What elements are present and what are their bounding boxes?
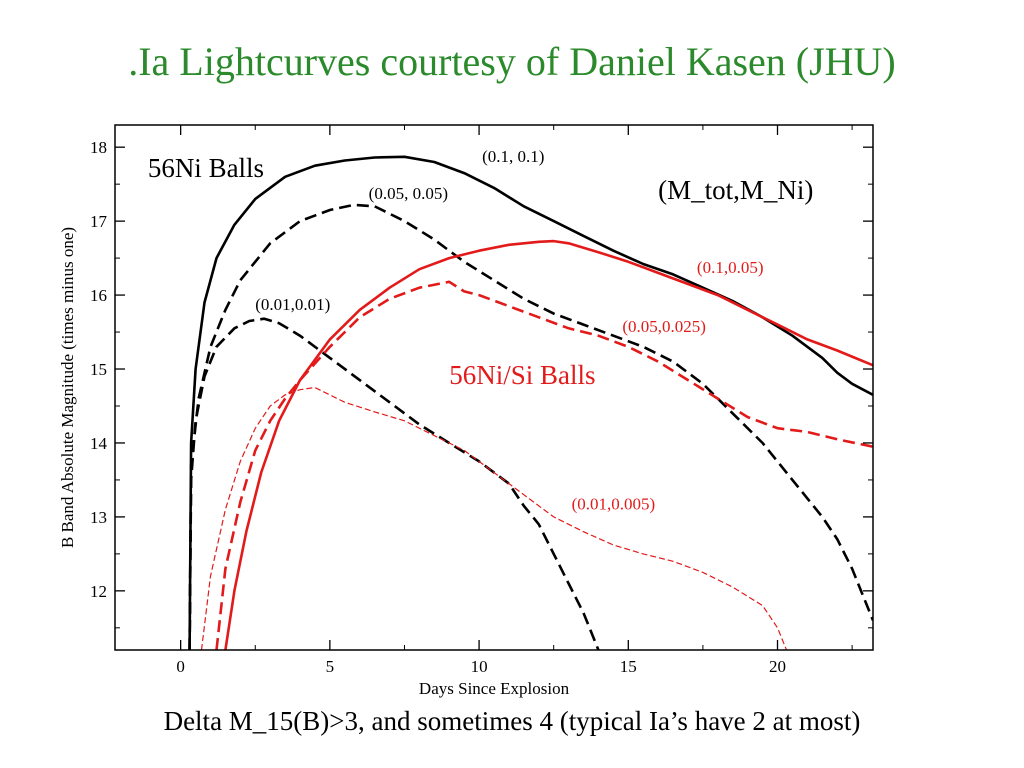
x-axis-label: Days Since Explosion <box>419 679 570 698</box>
annotation-layer: 56Ni Balls (M_tot,M_Ni) 56Ni/Si Balls (0.1,… <box>148 147 814 514</box>
y-tick-label: 13 <box>90 508 107 527</box>
annotation-label: (0.01,0.01) <box>255 295 330 314</box>
x-tick-label: 15 <box>620 657 637 676</box>
x-tick-label: 5 <box>326 657 335 676</box>
series-layer <box>188 155 873 650</box>
series-line-2 <box>188 203 873 650</box>
series-line-6 <box>200 386 788 650</box>
series-line-3 <box>188 317 600 650</box>
plot-frame <box>114 124 874 651</box>
x-tick-label: 20 <box>769 657 786 676</box>
annotation-label: (0.05, 0.05) <box>369 184 448 203</box>
annotation-label: (0.01,0.005) <box>572 495 656 514</box>
annotation-label: (0.05,0.025) <box>622 317 706 336</box>
y-tick-label: 12 <box>90 582 107 601</box>
x-tick-label: 10 <box>471 657 488 676</box>
ticks-layer: 0 5 10 15 20 12 13 14 15 16 17 18 <box>90 125 873 676</box>
series-line-4 <box>224 239 873 650</box>
annotation-label: 56Ni Balls <box>148 153 264 183</box>
series-line-1 <box>188 155 873 650</box>
y-axis-label: B Band Absolute Magnitude (times minus o… <box>58 227 77 548</box>
annotation-label: (0.1,0.05) <box>697 258 764 277</box>
y-tick-label: 18 <box>90 138 107 157</box>
y-tick-label: 16 <box>90 286 107 305</box>
annotation-label: (M_tot,M_Ni) <box>658 175 813 205</box>
x-tick-label: 0 <box>176 657 185 676</box>
series-line-5 <box>215 280 873 650</box>
slide-caption: Delta M_15(B)>3, and sometimes 4 (typica… <box>163 706 861 736</box>
y-tick-label: 14 <box>90 434 108 453</box>
annotation-label: 56Ni/Si Balls <box>449 360 595 390</box>
y-tick-label: 15 <box>90 360 107 379</box>
annotation-label: (0.1, 0.1) <box>482 147 544 166</box>
y-tick-label: 17 <box>90 212 108 231</box>
slide-title: .Ia Lightcurves courtesy of Daniel Kasen… <box>128 39 896 84</box>
